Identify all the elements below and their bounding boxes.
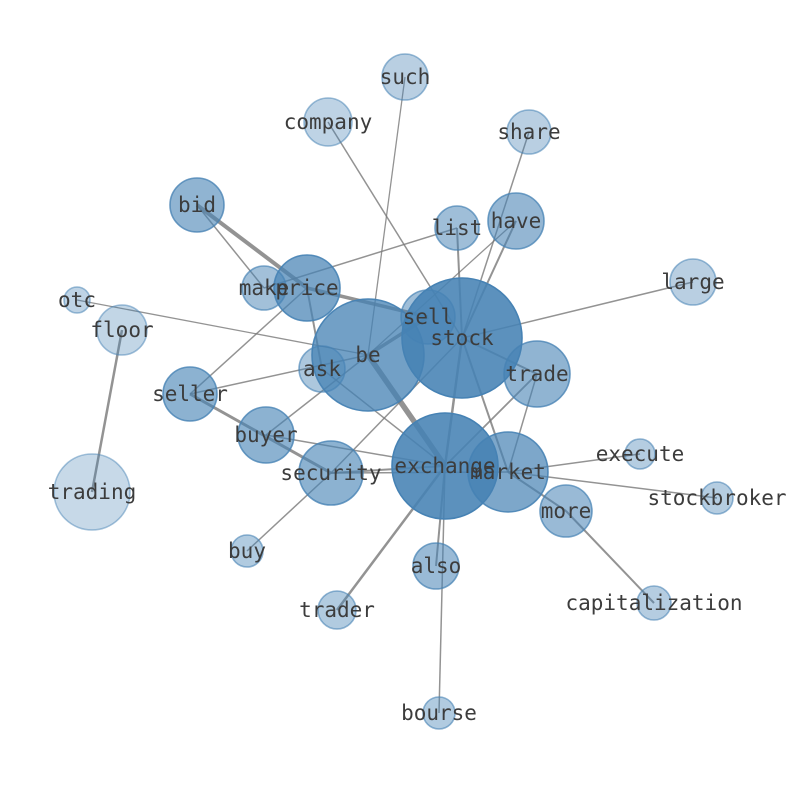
node-trader [317,590,357,630]
node-more [539,484,593,538]
node-seller [162,366,218,422]
node-otc [63,286,91,314]
node-company [303,97,353,147]
node-have [487,192,545,250]
edge-floor-trading [90,329,124,493]
node-buy [230,534,264,568]
node-share [506,109,552,155]
node-execute [624,438,656,470]
node-bourse [422,696,456,730]
node-list [434,205,480,251]
node-buyer [237,406,295,464]
node-also [412,542,460,590]
node-bid [169,177,225,233]
node-security [298,440,364,506]
node-large [669,258,717,306]
node-ask [298,345,346,393]
node-market [467,431,549,513]
nodes-layer [53,53,734,730]
node-floor [96,304,148,356]
node-capitalization [636,585,672,621]
node-stockbroker [700,481,734,515]
node-such [381,53,429,101]
node-price [273,254,341,322]
node-trading [53,453,131,531]
node-trade [503,340,571,408]
